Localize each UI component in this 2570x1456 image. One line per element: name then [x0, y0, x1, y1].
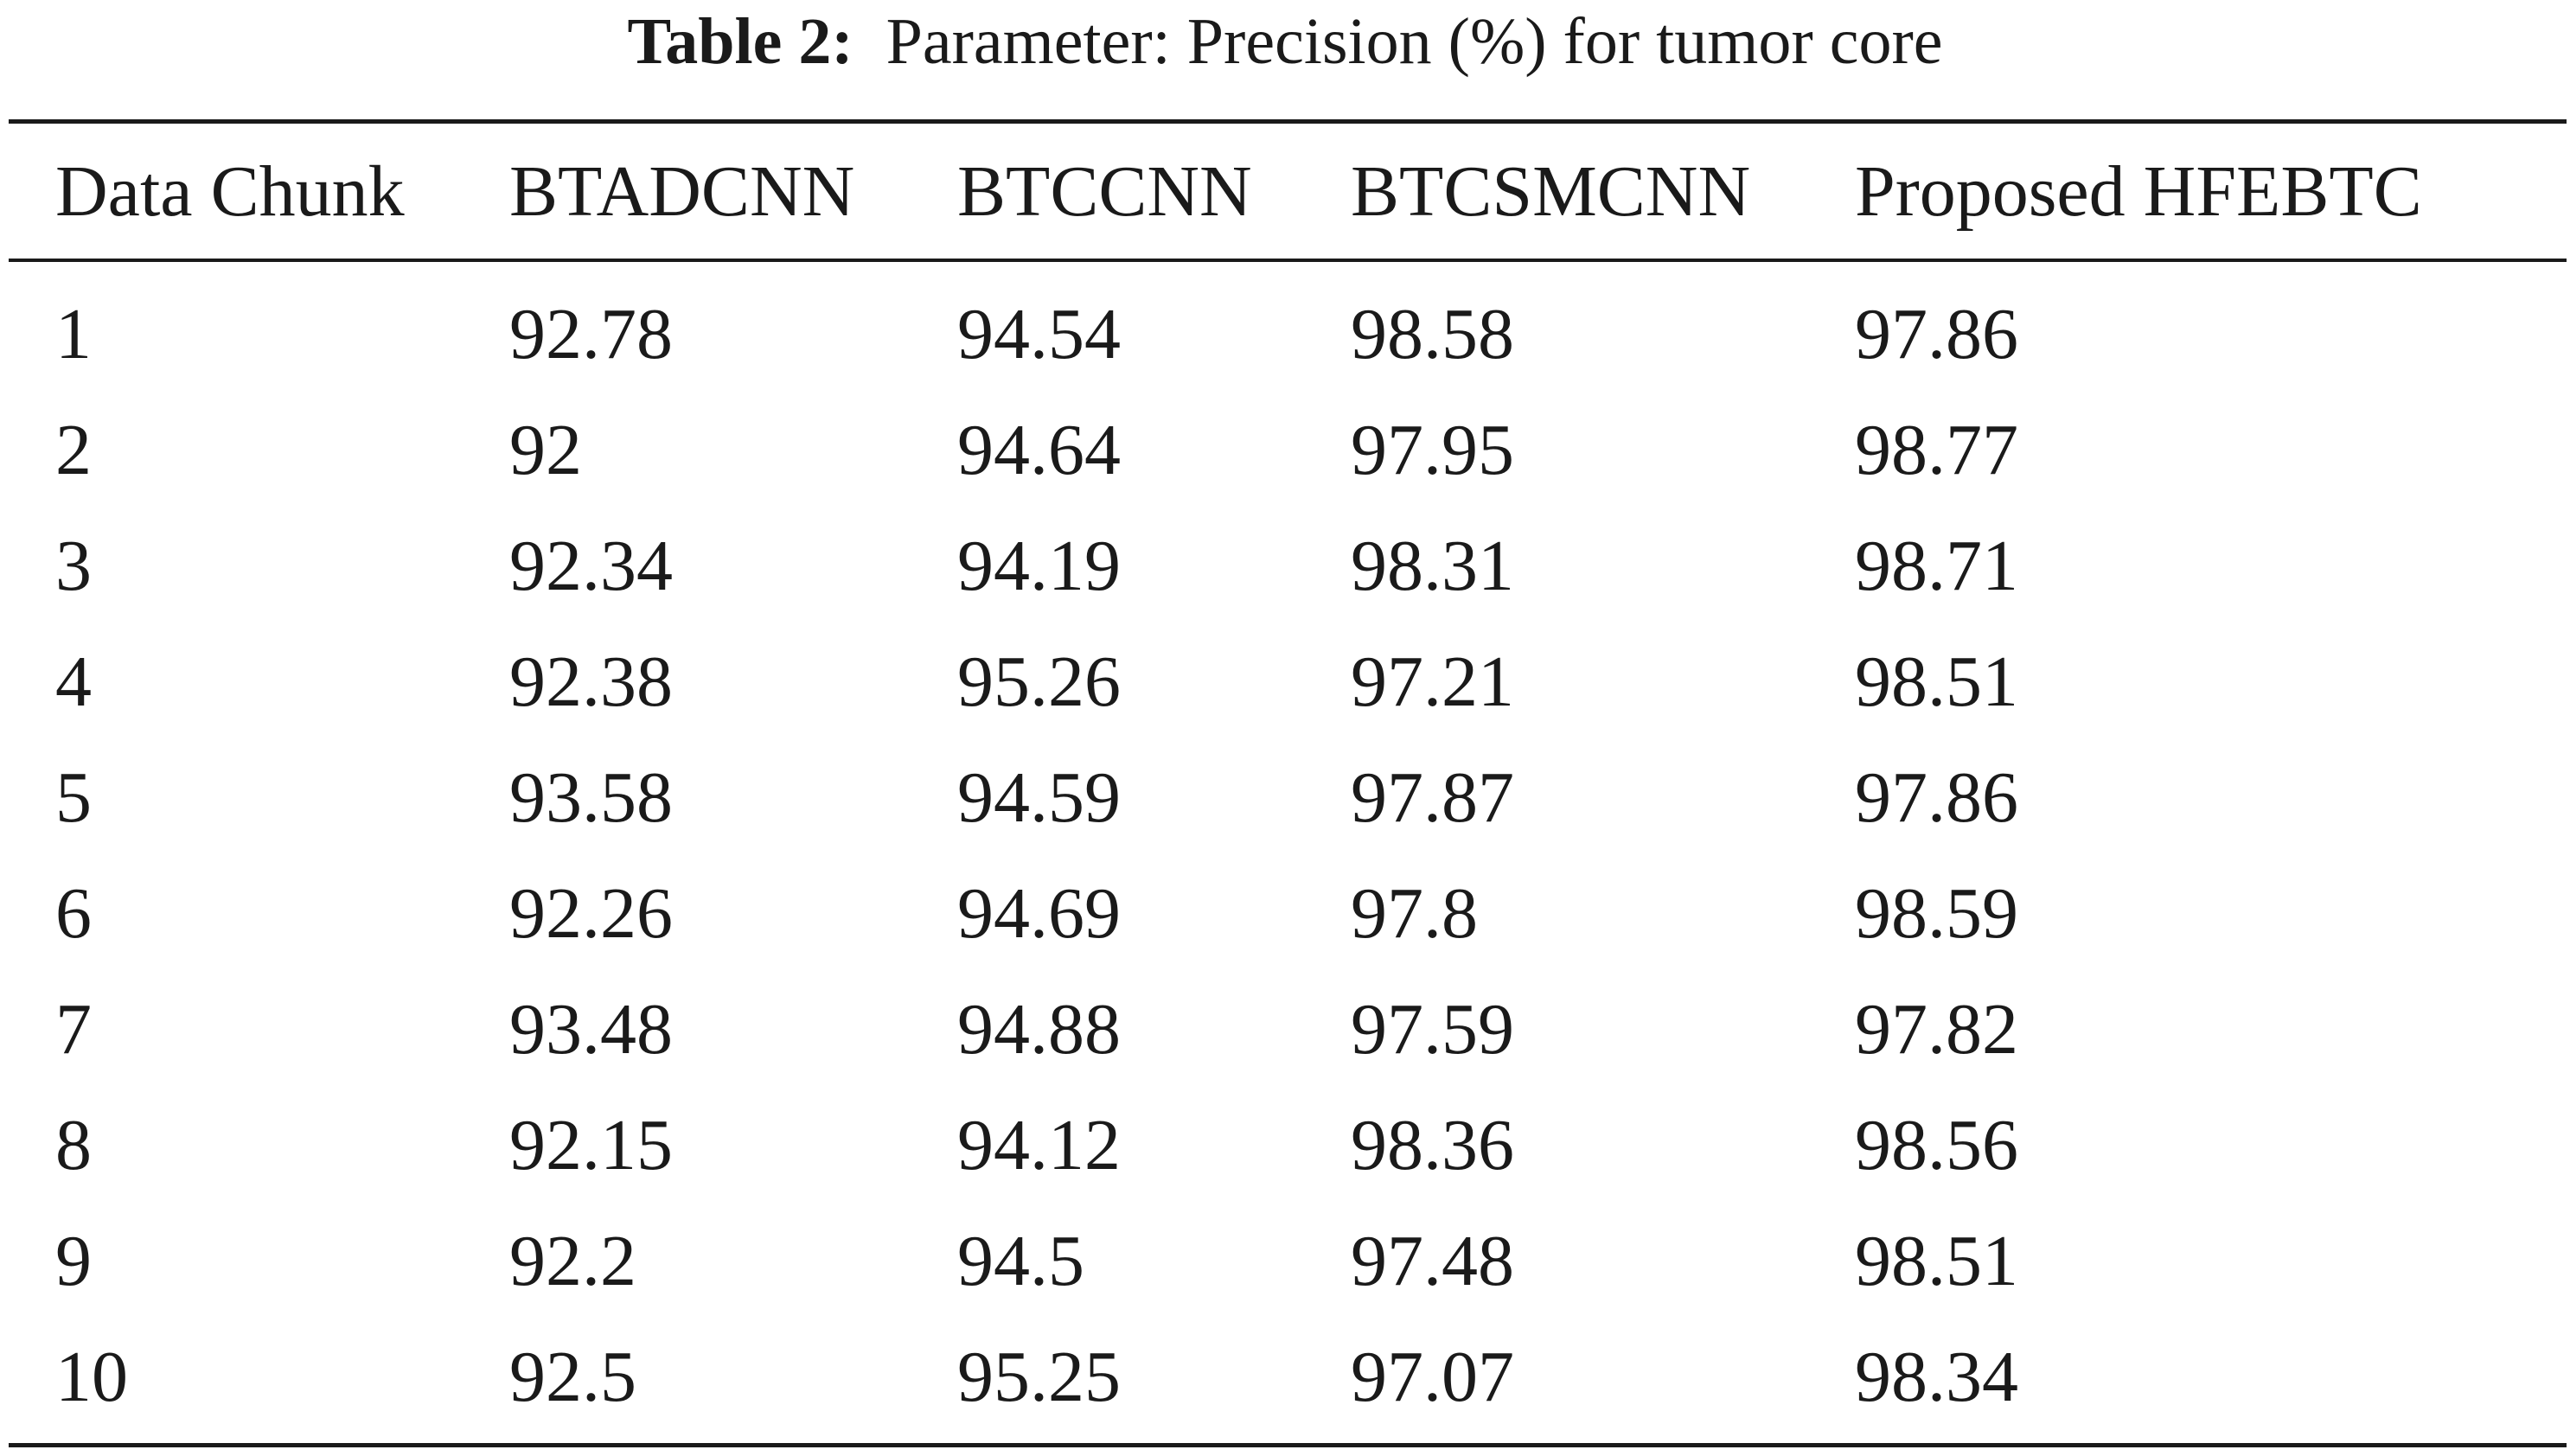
table-row: 3 92.34 94.19 98.31 98.71	[0, 508, 2570, 624]
table-cell-data-chunk: 6	[55, 873, 92, 954]
table-cell-proposed-hfebtc: 98.51	[1855, 642, 2018, 722]
table-row: 6 92.26 94.69 97.8 98.59	[0, 856, 2570, 972]
table-cell-proposed-hfebtc: 98.34	[1855, 1337, 2018, 1417]
table-cell-btccnn: 94.64	[957, 410, 1121, 490]
table-row: 4 92.38 95.26 97.21 98.51	[0, 624, 2570, 740]
table-caption: Table 2: Parameter: Precision (%) for tu…	[0, 0, 2570, 86]
table-cell-proposed-hfebtc: 98.56	[1855, 1105, 2018, 1185]
table-cell-btcsmcnn: 97.21	[1351, 642, 1514, 722]
table-cell-proposed-hfebtc: 97.82	[1855, 989, 2018, 1070]
table-cell-btadcnn: 92.5	[509, 1337, 636, 1417]
table-cell-data-chunk: 4	[55, 642, 92, 722]
table-cell-btadcnn: 92.78	[509, 294, 673, 374]
table-cell-proposed-hfebtc: 98.59	[1855, 873, 2018, 954]
table-cell-data-chunk: 10	[55, 1337, 128, 1417]
table-cell-proposed-hfebtc: 98.77	[1855, 410, 2018, 490]
table-cell-data-chunk: 3	[55, 526, 92, 606]
table-bottom-rule	[9, 1443, 2567, 1447]
table-cell-btccnn: 94.69	[957, 873, 1121, 954]
table-cell-btadcnn: 93.58	[509, 757, 673, 838]
table-row: 5 93.58 94.59 97.87 97.86	[0, 740, 2570, 856]
table-cell-btcsmcnn: 97.87	[1351, 757, 1514, 838]
table-cell-btcsmcnn: 97.8	[1351, 873, 1478, 954]
table-cell-btadcnn: 92.15	[509, 1105, 673, 1185]
table-cell-proposed-hfebtc: 98.71	[1855, 526, 2018, 606]
column-header-btccnn: BTCCNN	[957, 151, 1252, 232]
table-row: 7 93.48 94.88 97.59 97.82	[0, 972, 2570, 1088]
table-cell-btadcnn: 92.26	[509, 873, 673, 954]
table-top-rule	[9, 119, 2567, 124]
column-header-data-chunk: Data Chunk	[55, 151, 405, 232]
table-cell-btcsmcnn: 98.31	[1351, 526, 1514, 606]
table-caption-label: Table 2:	[627, 5, 853, 78]
table-row: 10 92.5 95.25 97.07 98.34	[0, 1319, 2570, 1435]
table-cell-proposed-hfebtc: 98.51	[1855, 1221, 2018, 1301]
table-cell-btadcnn: 93.48	[509, 989, 673, 1070]
table-cell-btccnn: 94.54	[957, 294, 1121, 374]
table-cell-btccnn: 94.88	[957, 989, 1121, 1070]
table-row: 1 92.78 94.54 98.58 97.86	[0, 277, 2570, 393]
table-cell-proposed-hfebtc: 97.86	[1855, 294, 2018, 374]
table-cell-btccnn: 94.59	[957, 757, 1121, 838]
table-cell-btccnn: 95.25	[957, 1337, 1121, 1417]
table-cell-btccnn: 94.5	[957, 1221, 1084, 1301]
table-cell-btadcnn: 92.38	[509, 642, 673, 722]
table-cell-btcsmcnn: 97.59	[1351, 989, 1514, 1070]
table-cell-btadcnn: 92.2	[509, 1221, 636, 1301]
table-cell-btadcnn: 92.34	[509, 526, 673, 606]
table-cell-btcsmcnn: 98.36	[1351, 1105, 1514, 1185]
table-cell-btcsmcnn: 97.95	[1351, 410, 1514, 490]
table-cell-btcsmcnn: 97.48	[1351, 1221, 1514, 1301]
table-cell-data-chunk: 8	[55, 1105, 92, 1185]
table-cell-data-chunk: 5	[55, 757, 92, 838]
table-row: 2 92 94.64 97.95 98.77	[0, 393, 2570, 508]
table-cell-btcsmcnn: 97.07	[1351, 1337, 1514, 1417]
table-header-row: Data Chunk BTADCNN BTCCNN BTCSMCNN Propo…	[0, 134, 2570, 250]
table-header-rule	[9, 259, 2567, 262]
column-header-btadcnn: BTADCNN	[509, 151, 855, 232]
table-cell-btccnn: 94.19	[957, 526, 1121, 606]
column-header-btcsmcnn: BTCSMCNN	[1351, 151, 1751, 232]
table-row: 9 92.2 94.5 97.48 98.51	[0, 1204, 2570, 1319]
table-cell-data-chunk: 2	[55, 410, 92, 490]
table-caption-text: Parameter: Precision (%) for tumor core	[885, 5, 1943, 78]
table-cell-proposed-hfebtc: 97.86	[1855, 757, 2018, 838]
table-cell-btccnn: 94.12	[957, 1105, 1121, 1185]
table-cell-data-chunk: 1	[55, 294, 92, 374]
table-cell-data-chunk: 7	[55, 989, 92, 1070]
table-cell-btcsmcnn: 98.58	[1351, 294, 1514, 374]
table-cell-btccnn: 95.26	[957, 642, 1121, 722]
table-row: 8 92.15 94.12 98.36 98.56	[0, 1088, 2570, 1204]
table-cell-btadcnn: 92	[509, 410, 582, 490]
column-header-proposed-hfebtc: Proposed HFEBTC	[1855, 151, 2422, 232]
table-cell-data-chunk: 9	[55, 1221, 92, 1301]
